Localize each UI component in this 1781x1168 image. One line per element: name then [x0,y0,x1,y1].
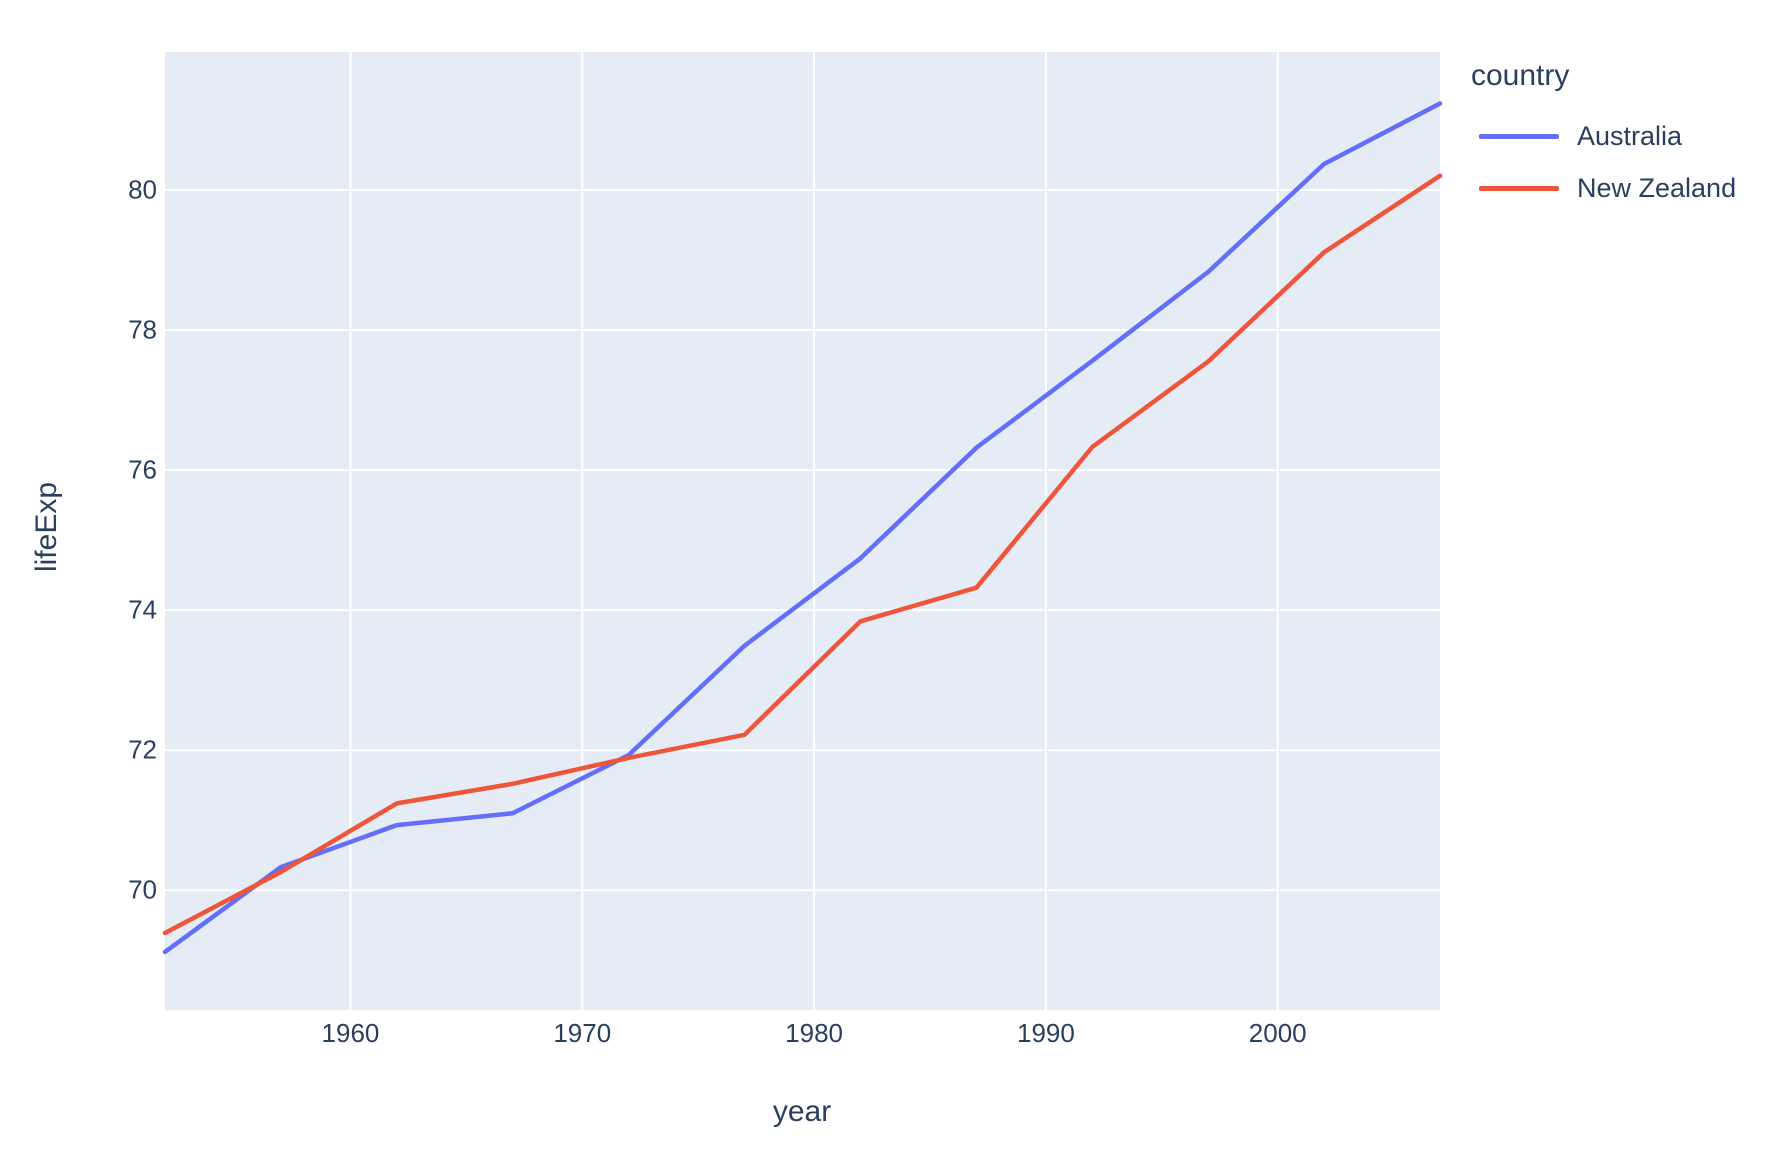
legend-item-new-zealand[interactable]: New Zealand [1471,162,1736,214]
y-tick-label: 74 [128,594,157,625]
x-tick-label: 1980 [785,1018,843,1048]
y-tick-label: 78 [128,314,157,345]
y-axis-tick-labels: 70 72 74 76 78 80 [0,0,157,1168]
plot-area[interactable] [165,52,1440,1010]
legend-label-australia: Australia [1577,120,1683,151]
legend-label-new-zealand: New Zealand [1577,172,1737,203]
australia-line-swatch-icon [1479,133,1559,139]
y-tick-label: 70 [128,874,157,905]
x-tick-label: 1960 [321,1018,380,1048]
y-tick-label: 76 [128,454,157,485]
x-tick-label: 1990 [1016,1018,1075,1048]
new-zealand-line-swatch-icon [1479,185,1559,191]
legend: country Australia New Zealand [1471,58,1736,214]
series-line-new-zealand[interactable] [162,173,1443,936]
legend-item-australia[interactable]: Australia [1471,110,1736,162]
legend-title: country [1471,59,1570,92]
y-axis-title: lifeExp [30,481,63,573]
x-axis-title: year [772,1095,832,1128]
y-tick-label: 80 [128,174,157,205]
x-tick-label: 2000 [1248,1018,1307,1048]
series-line-australia[interactable] [162,101,1443,955]
x-tick-label: 1970 [553,1018,612,1048]
y-tick-label: 72 [128,734,157,765]
